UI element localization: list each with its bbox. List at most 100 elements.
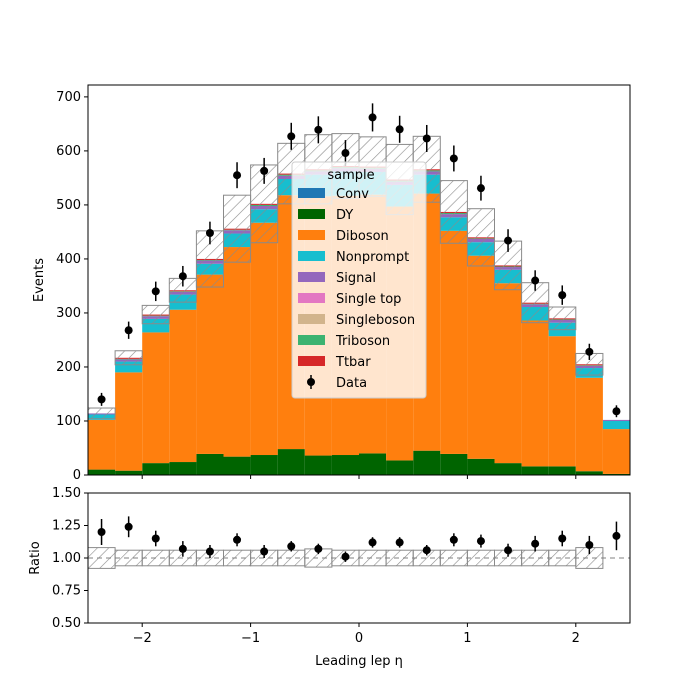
ratio-band-17 (548, 549, 577, 567)
legend-label-2: Diboson (336, 229, 389, 244)
uncertainty-band-17 (548, 306, 577, 331)
ratio-y-axis-label: Ratio (28, 541, 43, 574)
data-point-19 (612, 407, 621, 416)
uncertainty-band-13 (439, 180, 468, 244)
bar-dy-17 (548, 466, 576, 475)
bar-dy-10 (359, 453, 387, 475)
legend-swatch-7 (298, 335, 325, 345)
legend-swatch-1 (298, 209, 325, 219)
ratio-band-14 (466, 549, 495, 567)
data-point-5 (233, 171, 242, 180)
legend-label-4: Signal (336, 271, 376, 286)
ratio-point-2 (151, 534, 160, 543)
ratio-point-19 (612, 531, 621, 540)
data-point-11 (395, 125, 404, 134)
bar-diboson-19 (602, 429, 630, 474)
legend-label-5: Single top (336, 292, 401, 307)
ratio-point-15 (504, 546, 513, 555)
ratio-point-14 (476, 537, 485, 546)
y-tick-label-3: 300 (56, 306, 81, 321)
bar-dy-18 (575, 471, 603, 475)
bar-diboson-16 (521, 320, 549, 467)
ratio-y-tick-label-0: 0.50 (52, 616, 81, 631)
bar-diboson-5 (223, 247, 251, 457)
y-tick-label-1: 100 (56, 414, 81, 429)
bar-dy-4 (196, 453, 224, 475)
x-tick-label-4: 2 (572, 631, 580, 646)
bar-dy-3 (169, 462, 197, 475)
ratio-point-16 (531, 539, 540, 548)
legend-label-8: Ttbar (335, 355, 371, 370)
y-tick-label-4: 400 (56, 252, 81, 267)
data-point-9 (341, 149, 350, 158)
data-point-1 (124, 326, 133, 335)
y-tick-label-0: 0 (73, 468, 81, 483)
data-point-14 (476, 184, 485, 193)
ratio-point-8 (314, 544, 323, 553)
legend-swatch-2 (298, 230, 325, 240)
data-point-17 (558, 291, 567, 300)
data-point-7 (287, 132, 296, 141)
bar-dy-16 (521, 466, 549, 475)
bar-dy-11 (386, 460, 414, 475)
ratio-point-6 (260, 547, 269, 556)
bar-diboson-2 (142, 332, 170, 464)
ratio-point-7 (287, 542, 296, 551)
bar-dy-0 (88, 469, 116, 475)
y-axis-label: Events (32, 258, 47, 302)
bar-dy-2 (142, 463, 170, 475)
bar-dy-12 (413, 450, 441, 475)
uncertainty-band-5 (223, 194, 252, 263)
data-point-15 (504, 236, 513, 245)
uncertainty-band-14 (466, 208, 495, 267)
legend-title: sample (327, 168, 374, 183)
ratio-y-tick-label-1: 0.75 (52, 584, 81, 599)
ratio-band-10 (358, 549, 387, 567)
ratio-y-tick-label-3: 1.25 (52, 519, 81, 534)
x-tick-label-3: 1 (463, 631, 471, 646)
bar-dy-5 (223, 456, 251, 475)
ratio-band-16 (521, 549, 550, 567)
legend-label-3: Nonprompt (336, 250, 409, 265)
bar-diboson-1 (115, 372, 143, 471)
bar-nonprompt-1 (115, 361, 143, 373)
ratio-y-tick-label-2: 1.00 (52, 551, 81, 566)
bar-diboson-17 (548, 336, 576, 467)
legend-label-6: Singleboson (336, 313, 415, 328)
bar-nonprompt-19 (602, 420, 630, 430)
y-tick-label-2: 200 (56, 360, 81, 375)
legend-label-data: Data (336, 376, 367, 391)
ratio-point-13 (449, 535, 458, 544)
legend-box (291, 161, 427, 399)
ratio-point-3 (178, 544, 187, 553)
bar-dy-14 (467, 458, 495, 475)
data-point-8 (314, 125, 323, 134)
data-point-18 (585, 347, 594, 356)
ratio-band-11 (385, 549, 414, 567)
ratio-point-0 (97, 528, 106, 536)
legend-label-7: Triboson (335, 334, 390, 349)
x-axis-label: Leading lep η (315, 654, 403, 669)
bar-dy-6 (250, 455, 278, 475)
bar-dy-9 (331, 455, 359, 475)
x-tick-label-2: 0 (355, 631, 363, 646)
uncertainty-band-1 (114, 350, 143, 366)
legend-label-1: DY (336, 208, 353, 223)
legend: sample Conv DY Diboson Nonprompt Signal Single… (291, 161, 427, 399)
bar-diboson-15 (494, 283, 522, 464)
ratio-y-tick-label-4: 1.50 (52, 486, 81, 501)
y-tick-label-5: 500 (56, 198, 81, 213)
ratio-point-12 (422, 546, 431, 555)
legend-swatch-4 (298, 272, 325, 282)
bar-dy-13 (440, 453, 468, 475)
ratio-point-9 (341, 552, 350, 561)
ratio-point-1 (124, 522, 133, 531)
data-point-6 (260, 166, 269, 175)
bar-diboson-13 (440, 230, 468, 454)
x-tick-label-0: −2 (133, 631, 152, 646)
data-point-12 (422, 134, 431, 143)
ratio-point-4 (205, 547, 214, 556)
axes: 0 100 200 300 400 500 600 700 −2 −1 0 1 2 0.50 0.75 1.0… (28, 84, 631, 669)
ratio-point-17 (558, 534, 567, 543)
bar-diboson-14 (467, 255, 495, 459)
